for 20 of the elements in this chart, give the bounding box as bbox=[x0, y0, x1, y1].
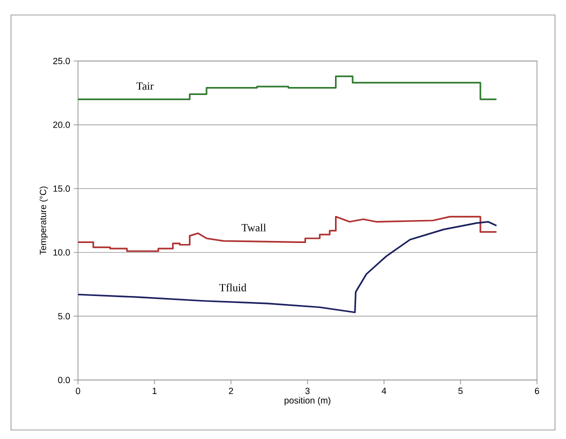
y-tick-label: 5.0 bbox=[58, 313, 70, 320]
y-tick-label: 25.0 bbox=[53, 58, 70, 64]
y-tick-label: 0.0 bbox=[58, 376, 70, 384]
x-tick-label: 5 bbox=[458, 388, 463, 394]
x-tick-label: 6 bbox=[534, 388, 540, 394]
x-axis-title: position (m) bbox=[284, 396, 330, 406]
line-series bbox=[77, 76, 498, 100]
series-label: Tair bbox=[136, 82, 154, 90]
y-tick-label: 20.0 bbox=[53, 122, 70, 128]
y-tick-label: 10.0 bbox=[53, 249, 70, 256]
y-tick-label: 15.0 bbox=[53, 185, 70, 192]
line-series bbox=[77, 220, 498, 314]
x-tick-label: 1 bbox=[152, 388, 157, 394]
x-tick-label: 3 bbox=[305, 388, 310, 394]
series-label: Tfluid bbox=[219, 284, 246, 292]
x-tick-label: 2 bbox=[228, 388, 234, 394]
y-axis-title: Temperature (°C) bbox=[40, 186, 48, 255]
series-label: Twall bbox=[242, 224, 266, 232]
x-tick-label: 0 bbox=[76, 388, 80, 394]
x-tick-label: 4 bbox=[382, 388, 386, 394]
